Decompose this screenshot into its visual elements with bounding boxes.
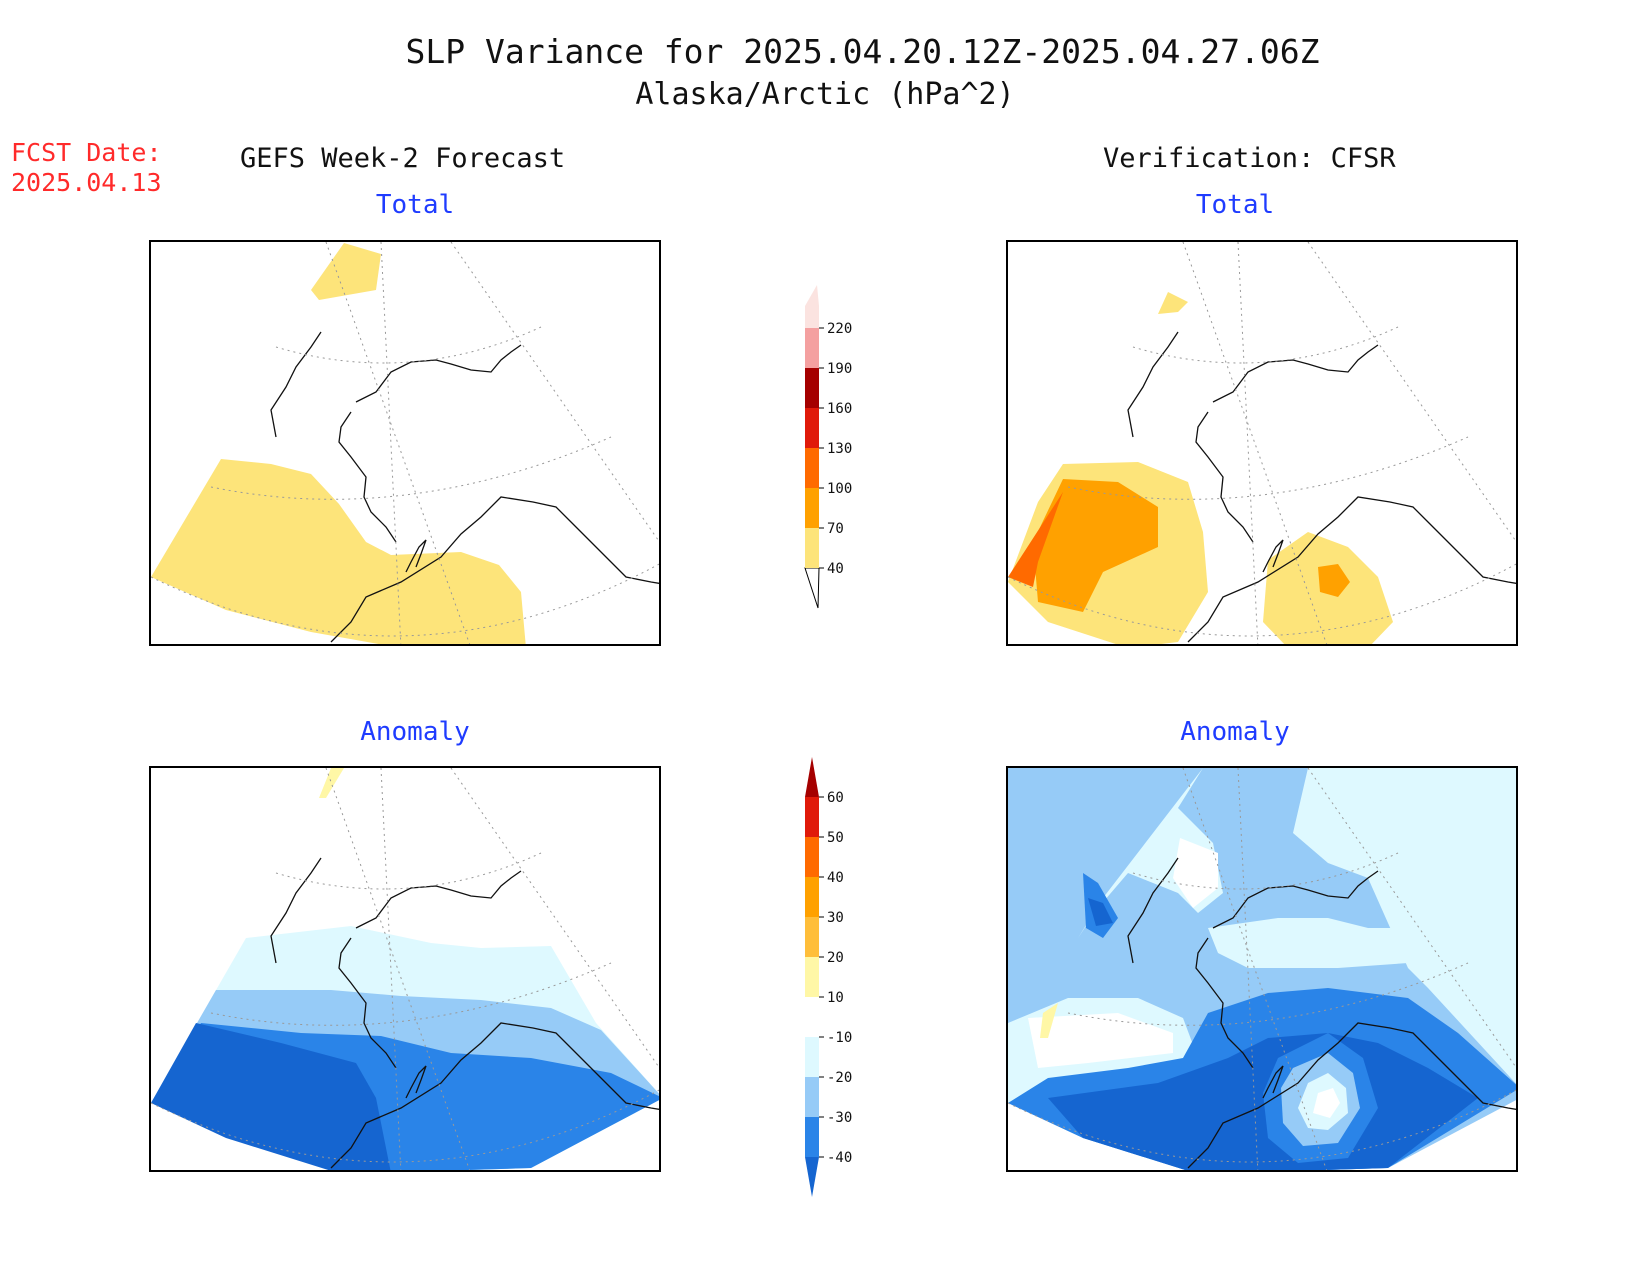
total-colorbar-box (805, 328, 819, 368)
anomaly-colorbar-label: 60 (827, 790, 844, 806)
total-colorbar-box (805, 368, 819, 408)
total-colorbar-label: 160 (827, 401, 852, 417)
verify-anomaly-map (1006, 766, 1518, 1172)
fcst-date-value: 2025.04.13 (11, 168, 162, 197)
total-colorbar-box (805, 528, 819, 568)
total-colorbar-box (805, 285, 819, 328)
verification-column-title: Verification: CFSR (1103, 143, 1396, 174)
forecast-anomaly-heading: Anomaly (360, 717, 470, 747)
anomaly-colorbar-box (805, 1117, 819, 1157)
total-colorbar-label: 40 (827, 561, 844, 577)
anomaly-colorbar-label: 20 (827, 950, 844, 966)
anomaly-colorbar-under-arrow (805, 1157, 819, 1197)
page-subtitle: Alaska/Arctic (hPa^2) (635, 77, 1015, 112)
anomaly-colorbar-box (805, 837, 819, 877)
anomaly-colorbar-label: -30 (827, 1110, 852, 1126)
total-colorbar-box (805, 488, 819, 528)
total-colorbar-under-arrow (804, 567, 820, 609)
anomaly-colorbar-box (805, 1037, 819, 1077)
anomaly-colorbar-box (805, 1077, 819, 1117)
anomaly-colorbar-box (805, 957, 819, 997)
anomaly-colorbar-label: -40 (827, 1150, 852, 1166)
verify-anomaly-heading: Anomaly (1180, 717, 1290, 747)
fcst-date: FCST Date: 2025.04.13 (11, 138, 162, 198)
total-colorbar-label: 70 (827, 521, 844, 537)
forecast-column-title: GEFS Week-2 Forecast (240, 143, 566, 174)
anomaly-colorbar: 60 50 40 30 20 10 -10 -20 -30 -40 (805, 757, 852, 1197)
verify-total-heading: Total (1195, 190, 1275, 220)
anomaly-colorbar-label: -10 (827, 1030, 852, 1046)
page-title: SLP Variance for 2025.04.20.12Z-2025.04.… (405, 32, 1320, 71)
anomaly-colorbar-label: -20 (827, 1070, 852, 1086)
anomaly-colorbar-box (805, 797, 819, 837)
anomaly-colorbar-label: 10 (827, 990, 844, 1006)
verify-total-map (1006, 240, 1518, 646)
anomaly-colorbar-box (805, 917, 819, 957)
total-colorbar-label: 100 (827, 481, 852, 497)
anomaly-colorbar-box (805, 997, 819, 1037)
anomaly-colorbar-label: 30 (827, 910, 844, 926)
anomaly-colorbar-label: 50 (827, 830, 844, 846)
forecast-total-map (149, 240, 661, 646)
total-colorbar: 40 70 100 130 160 190 220 (804, 285, 852, 609)
anomaly-colorbar-over-arrow (805, 757, 819, 797)
total-colorbar-label: 130 (827, 441, 852, 457)
total-colorbar-label: 190 (827, 361, 852, 377)
forecast-anomaly-map (149, 766, 661, 1172)
total-colorbar-box (805, 448, 819, 488)
anomaly-colorbar-label: 40 (827, 870, 844, 886)
anomaly-colorbar-box (805, 877, 819, 917)
total-colorbar-box (805, 408, 819, 448)
total-colorbar-label: 220 (827, 321, 852, 337)
fcst-date-label: FCST Date: (11, 138, 162, 167)
forecast-total-heading: Total (375, 190, 455, 220)
